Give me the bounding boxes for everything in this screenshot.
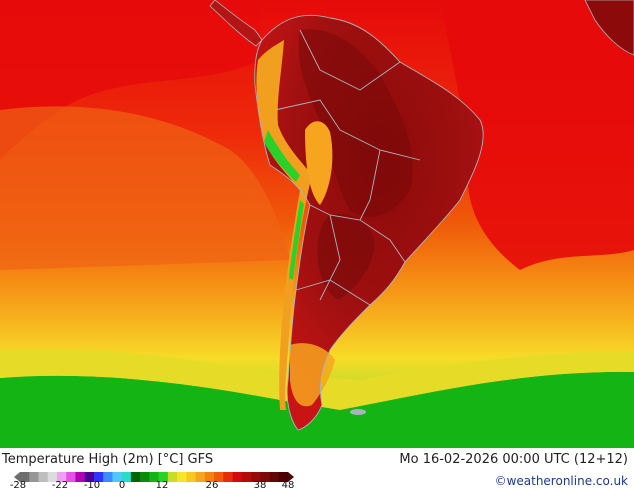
atlantic-warm-zone	[440, 0, 634, 270]
legend-swatch	[223, 472, 233, 482]
legend-tick: -22	[51, 480, 69, 491]
amazon-hot-core	[298, 29, 413, 218]
legend-tick: 12	[155, 480, 169, 491]
falkland-islands	[350, 409, 366, 415]
pacific-warm-zone	[0, 0, 260, 160]
legend-arrow-low	[14, 472, 20, 482]
legend-swatch	[278, 472, 289, 482]
legend-tick: -28	[9, 480, 27, 491]
legend-swatch	[130, 472, 141, 482]
legend-swatch	[56, 472, 67, 482]
legend-arrow-high	[288, 472, 294, 482]
chaco-hot-core	[317, 213, 375, 300]
patagonia-cool	[290, 343, 335, 407]
legend-swatch	[214, 472, 224, 482]
legend-swatch	[66, 472, 76, 482]
country-borders	[254, 14, 484, 431]
legend-swatch	[103, 472, 113, 482]
legend-swatch	[75, 472, 85, 482]
altiplano-orange	[305, 121, 333, 205]
color-legend: -28 -22 -10 0 12 26 38 48	[4, 470, 304, 491]
central-america	[209, 0, 263, 47]
temperature-map	[0, 0, 634, 448]
legend-swatch	[112, 472, 122, 482]
south-america-landmass	[254, 15, 484, 431]
legend-swatch	[158, 472, 169, 482]
legend-swatch	[177, 472, 187, 482]
legend-swatch	[195, 472, 206, 482]
legend-swatch	[204, 472, 215, 482]
legend-swatch	[20, 472, 30, 482]
legend-swatch	[251, 472, 261, 482]
legend-swatch	[232, 472, 243, 482]
legend-swatch	[149, 472, 159, 482]
credit-link[interactable]: ©weatheronline.co.uk	[494, 474, 628, 488]
legend-tick: 38	[253, 480, 267, 491]
info-bar: Temperature High (2m) [°C] GFS Mo 16-02-…	[0, 448, 634, 491]
pacific-orange-zone	[0, 106, 290, 270]
legend-swatch	[167, 472, 178, 482]
valid-time: Mo 16-02-2026 00:00 UTC (12+12)	[399, 452, 628, 467]
andes-orange-band	[256, 40, 312, 410]
legend-swatch	[260, 472, 270, 482]
legend-swatch	[84, 472, 95, 482]
legend-swatch	[93, 472, 104, 482]
legend-color-bar	[14, 472, 294, 482]
legend-tick: 48	[281, 480, 295, 491]
andes-green-band	[264, 130, 304, 280]
legend-tick: 0	[118, 480, 126, 491]
legend-swatch	[47, 472, 58, 482]
legend-tick: -10	[83, 480, 101, 491]
legend-swatch	[140, 472, 150, 482]
map-title: Temperature High (2m) [°C] GFS	[2, 452, 214, 467]
legend-swatch	[121, 472, 132, 482]
legend-swatch	[29, 472, 39, 482]
legend-swatch	[269, 472, 280, 482]
legend-swatch	[186, 472, 196, 482]
legend-tick: 26	[205, 480, 219, 491]
legend-swatch	[38, 472, 49, 482]
legend-swatch	[241, 472, 252, 482]
